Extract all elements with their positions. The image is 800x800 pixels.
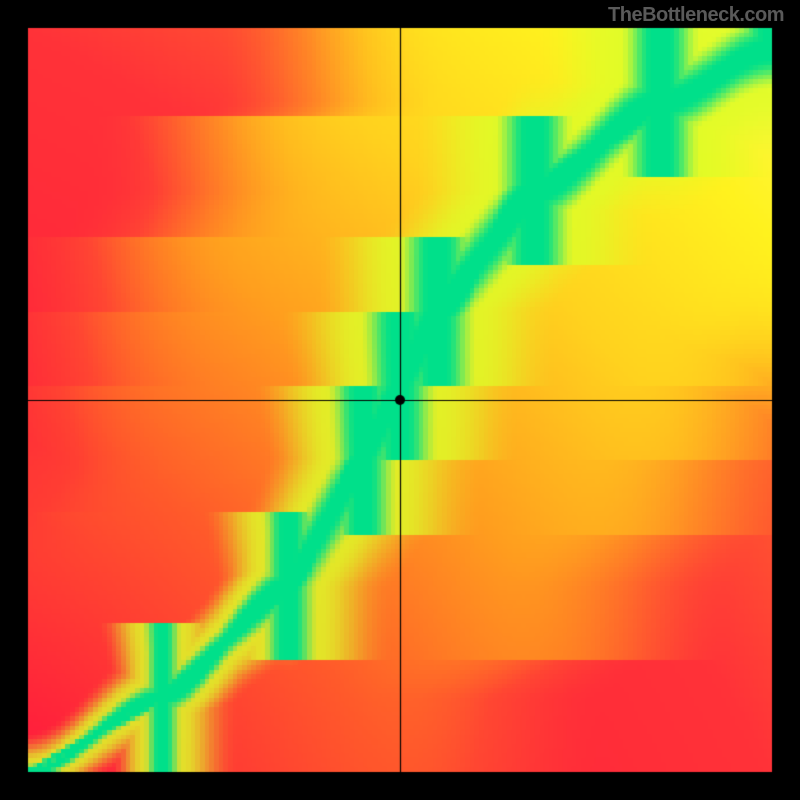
chart-container: TheBottleneck.com bbox=[0, 0, 800, 800]
watermark-label: TheBottleneck.com bbox=[608, 4, 784, 27]
bottleneck-heatmap bbox=[0, 0, 800, 800]
